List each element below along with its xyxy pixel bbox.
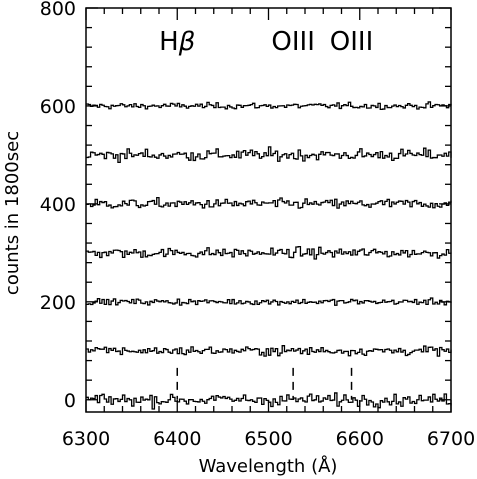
y-tick-label: 400: [40, 194, 76, 216]
x-axis-title: Wavelength (Å): [199, 455, 338, 477]
spectrum-line-2: [86, 196, 452, 209]
y-tick-label: 0: [64, 390, 76, 412]
spectrum-line-4: [86, 297, 452, 306]
spectrum-line-3: [86, 246, 452, 260]
y-tick-label: 600: [40, 96, 76, 118]
line-markers-group: Hβ OIII OIII: [159, 27, 373, 400]
axis-ticks-group: [85, 7, 452, 412]
marker-label-2: OIII: [330, 27, 373, 57]
spectrum-line-1: [86, 146, 452, 164]
x-tick-label: 6600: [336, 428, 384, 450]
y-tick-label: 800: [40, 0, 76, 20]
spectrum-line-0: [86, 101, 452, 111]
y-axis-title: counts in 1800sec: [2, 131, 23, 295]
x-tick-label: 6700: [427, 428, 475, 450]
spectrum-line-5: [86, 345, 452, 357]
marker-label-0: Hβ: [159, 27, 195, 57]
x-tick-label: 6400: [153, 428, 201, 450]
x-tick-label: 6500: [244, 428, 292, 450]
plot-frame: [85, 7, 452, 413]
tick-labels-group: 6300 6400 6500 6600 6700 0 200 400 600 800: [40, 0, 475, 450]
marker-label-1: OIII: [271, 27, 314, 57]
x-tick-label: 6300: [62, 428, 110, 450]
y-tick-label: 200: [40, 292, 76, 314]
spectra-group: [86, 101, 452, 410]
